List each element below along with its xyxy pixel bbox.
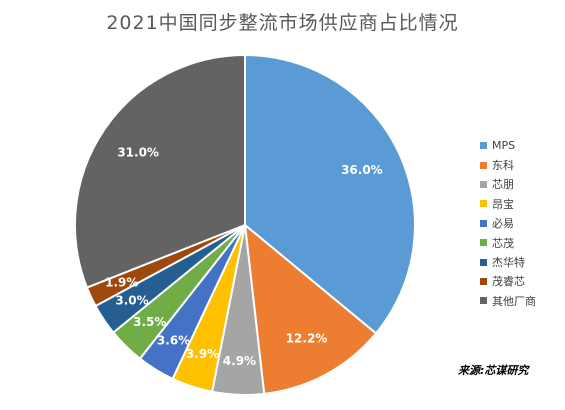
slice-value-label-8: 1.9% bbox=[105, 276, 138, 290]
legend-swatch bbox=[480, 142, 487, 150]
legend-swatch bbox=[480, 161, 487, 169]
slice-value-label-3: 4.9% bbox=[223, 354, 256, 368]
slice-value-label-9: 31.0% bbox=[117, 145, 159, 159]
legend-item: 必易 bbox=[480, 214, 536, 233]
legend-label: 昂宝 bbox=[492, 197, 514, 211]
pie-slice-1 bbox=[244, 53, 416, 335]
legend-item: 芯朋 bbox=[480, 175, 536, 194]
slice-value-label-5: 3.6% bbox=[157, 334, 190, 348]
legend-label: 芯茂 bbox=[492, 236, 514, 250]
legend-label: 芯朋 bbox=[492, 178, 514, 192]
slice-value-label-7: 3.0% bbox=[115, 294, 148, 308]
legend-swatch bbox=[480, 219, 487, 227]
legend-swatch bbox=[480, 200, 487, 208]
legend: MPS 东科芯朋昂宝必易芯茂杰华特茂睿芯其他厂商 bbox=[480, 136, 536, 311]
legend-swatch bbox=[480, 297, 487, 305]
legend-item: 杰华特 bbox=[480, 252, 536, 271]
chart-title: 2021中国同步整流市场供应商占比情况 bbox=[106, 12, 459, 34]
pie-slice-2 bbox=[243, 222, 378, 396]
legend-item: 东科 bbox=[480, 155, 536, 174]
slice-value-label-2: 12.2% bbox=[286, 332, 328, 346]
legend-label: 茂睿芯 bbox=[492, 275, 525, 289]
pie-slice-9 bbox=[74, 53, 246, 289]
legend-item: 芯茂 bbox=[480, 233, 536, 252]
legend-label: 杰华特 bbox=[492, 256, 525, 270]
source-note: 来源:芯谋研究 bbox=[458, 364, 529, 377]
slice-value-label-4: 3.9% bbox=[186, 347, 219, 361]
legend-label: MPS bbox=[492, 139, 516, 153]
legend-item: MPS bbox=[480, 136, 536, 155]
legend-swatch bbox=[480, 277, 487, 285]
legend-item: 茂睿芯 bbox=[480, 272, 536, 291]
legend-swatch bbox=[480, 180, 487, 188]
legend-item: 昂宝 bbox=[480, 194, 536, 213]
legend-label: 东科 bbox=[492, 159, 514, 173]
legend-swatch bbox=[480, 258, 487, 266]
legend-label: 必易 bbox=[492, 217, 514, 231]
slice-value-label-1: 36.0% bbox=[341, 163, 383, 177]
slice-value-label-6: 3.5% bbox=[133, 315, 166, 329]
legend-swatch bbox=[480, 239, 487, 247]
legend-label: 其他厂商 bbox=[492, 294, 536, 308]
legend-item: 其他厂商 bbox=[480, 291, 536, 310]
